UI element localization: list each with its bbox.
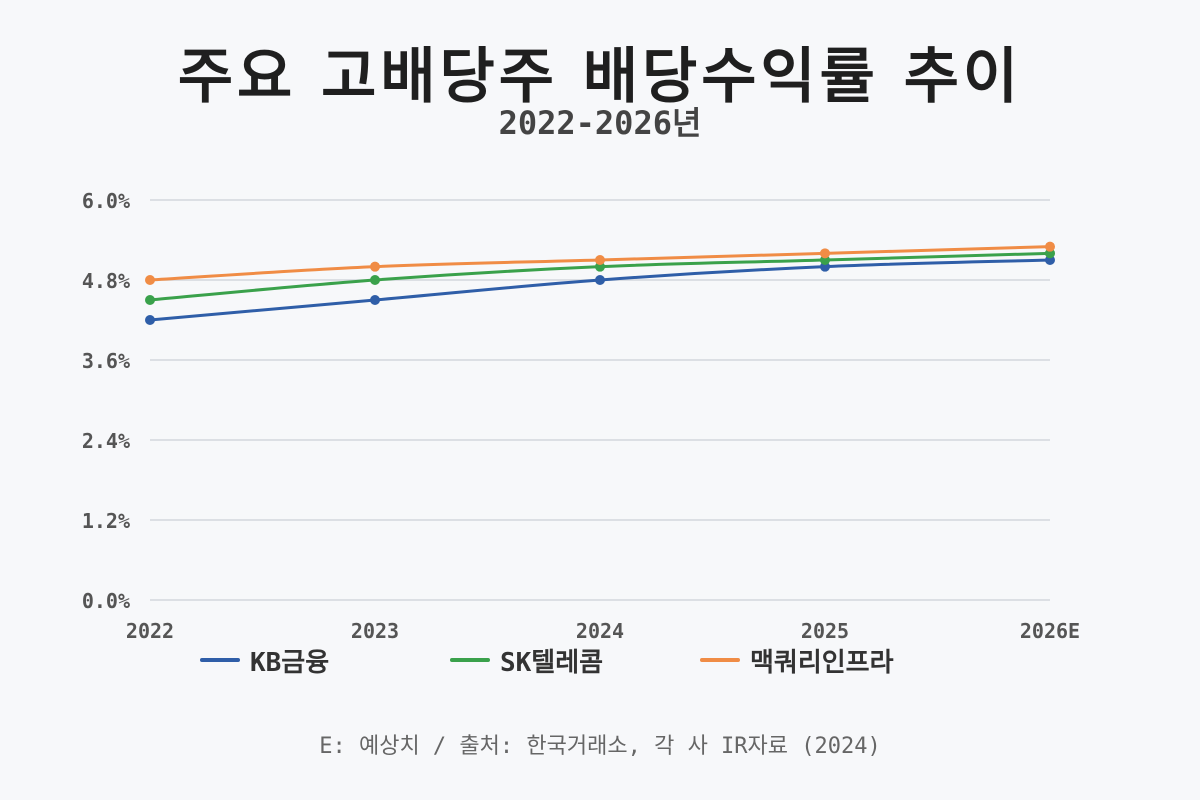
x-tick-label: 2024 xyxy=(576,619,624,643)
y-tick-label: 4.8% xyxy=(82,269,130,293)
x-tick-label: 2025 xyxy=(801,619,849,643)
data-point[interactable] xyxy=(370,261,380,272)
y-tick-label: 2.4% xyxy=(82,429,130,453)
y-tick-label: 1.2% xyxy=(82,509,130,533)
gridlines xyxy=(150,199,1050,601)
x-tick-label: 2023 xyxy=(351,619,399,643)
legend-label: 맥쿼리인프라 xyxy=(750,647,894,678)
y-axis-ticks: 0.0% 1.2% 2.4% 3.6% 4.8% 6.0% xyxy=(82,189,130,613)
chart-legend: KB금융 SK텔레콤 맥쿼리인프라 xyxy=(200,640,1000,680)
legend-label: SK텔레콤 xyxy=(500,647,604,678)
data-point[interactable] xyxy=(595,255,605,265)
y-tick-label: 6.0% xyxy=(82,189,130,213)
data-point[interactable] xyxy=(595,275,605,285)
legend-swatch xyxy=(450,658,490,662)
legend-item-macquarie[interactable]: 맥쿼리인프라 xyxy=(700,640,894,680)
data-point[interactable] xyxy=(145,295,155,305)
x-tick-label: 2022 xyxy=(126,619,174,643)
y-tick-label: 0.0% xyxy=(82,589,130,613)
x-axis-ticks: 2022 2023 2024 2025 2026E xyxy=(126,619,1080,643)
legend-swatch xyxy=(700,658,740,662)
data-point[interactable] xyxy=(370,295,380,305)
y-tick-label: 3.6% xyxy=(82,349,130,373)
legend-item-sk[interactable]: SK텔레콤 xyxy=(450,640,603,680)
legend-item-kb[interactable]: KB금융 xyxy=(200,640,329,680)
data-point[interactable] xyxy=(820,248,830,259)
data-point[interactable] xyxy=(145,315,155,325)
source-note: E: 예상치 / 출처: 한국거래소, 각 사 IR자료 (2024) xyxy=(319,734,881,759)
chart-title: 주요 고배당주 배당수익률 추이 xyxy=(177,42,1023,112)
chart-subtitle: 2022-2026년 xyxy=(498,104,702,142)
legend-swatch xyxy=(200,658,240,662)
data-point[interactable] xyxy=(1045,241,1055,252)
data-point[interactable] xyxy=(370,275,380,285)
series-points xyxy=(145,241,1055,325)
legend-label: KB금융 xyxy=(250,647,330,678)
data-point[interactable] xyxy=(145,275,155,285)
x-tick-label: 2026E xyxy=(1020,619,1080,643)
